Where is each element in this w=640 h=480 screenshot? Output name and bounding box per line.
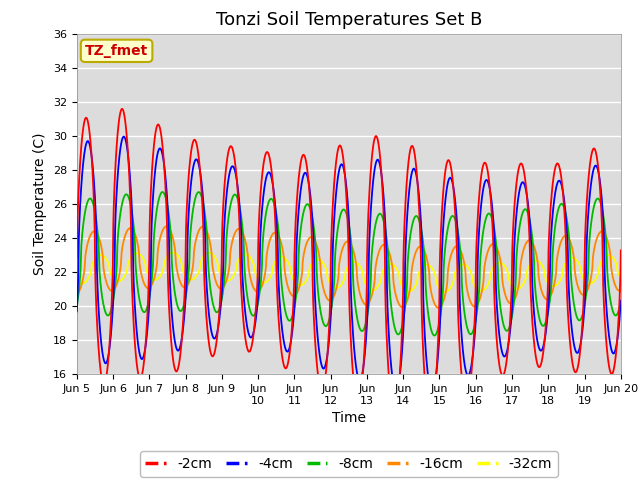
Text: TZ_fmet: TZ_fmet	[85, 44, 148, 58]
X-axis label: Time: Time	[332, 411, 366, 425]
Legend: -2cm, -4cm, -8cm, -16cm, -32cm: -2cm, -4cm, -8cm, -16cm, -32cm	[140, 451, 558, 477]
Title: Tonzi Soil Temperatures Set B: Tonzi Soil Temperatures Set B	[216, 11, 482, 29]
Y-axis label: Soil Temperature (C): Soil Temperature (C)	[33, 133, 47, 275]
